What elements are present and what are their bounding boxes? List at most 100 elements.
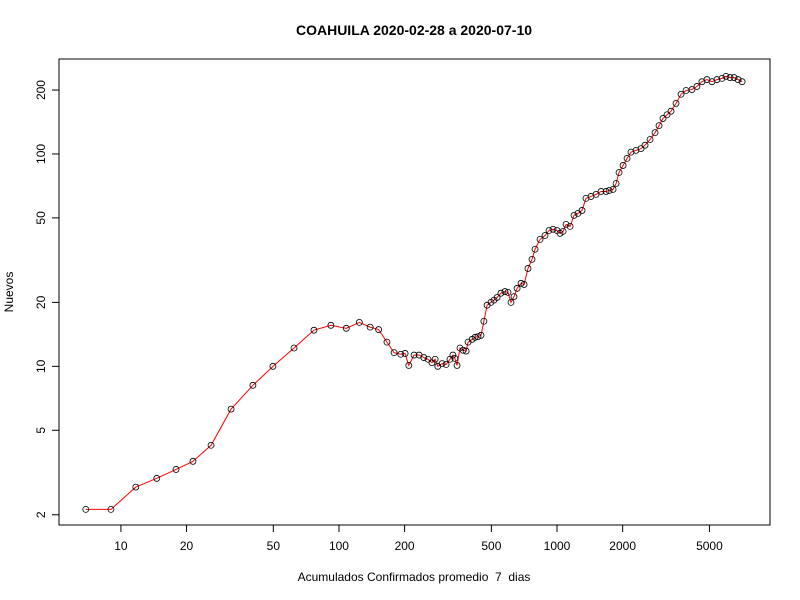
x-tick-label: 20 — [180, 539, 194, 553]
data-point — [269, 362, 277, 370]
data-point — [290, 344, 298, 352]
data-point — [531, 245, 539, 253]
data-point — [517, 279, 525, 287]
data-point — [637, 145, 645, 152]
data-point — [405, 362, 413, 369]
data-point — [355, 319, 363, 326]
data-point — [734, 76, 742, 83]
data-point — [619, 162, 627, 169]
data-point — [541, 232, 549, 239]
data-point — [513, 284, 521, 292]
data-point — [651, 129, 659, 137]
data-point — [549, 225, 557, 233]
data-point — [462, 347, 470, 355]
data-point — [592, 191, 600, 198]
data-point — [401, 350, 409, 357]
data-point — [189, 457, 197, 465]
data-point — [730, 74, 738, 81]
data-point — [672, 100, 680, 107]
data-point — [688, 86, 696, 93]
y-tick-label: 5 — [34, 427, 48, 434]
x-tick-label: 10 — [114, 539, 128, 553]
data-point — [718, 74, 726, 82]
data-point — [449, 351, 457, 359]
data-point — [480, 317, 488, 325]
data-point — [453, 362, 461, 369]
data-point — [738, 78, 746, 86]
data-point — [390, 349, 398, 357]
data-point — [366, 323, 374, 331]
data-point — [82, 505, 90, 513]
data-point — [397, 350, 405, 358]
chart-title: COAHUILA 2020-02-28 a 2020-07-10 — [296, 22, 532, 38]
data-point — [431, 355, 439, 363]
data-point — [493, 294, 501, 301]
data-point — [641, 141, 649, 149]
x-axis-label: Acumulados Confirmados promedio 7 dias — [298, 570, 531, 584]
data-point — [609, 185, 617, 193]
data-point — [459, 346, 467, 354]
data-point — [566, 222, 574, 230]
data-point — [507, 299, 515, 306]
data-point — [375, 326, 383, 333]
data-point — [646, 136, 654, 143]
data-point — [615, 169, 623, 176]
data-point — [510, 293, 518, 300]
data-point — [722, 72, 730, 80]
data-point — [536, 235, 544, 243]
y-axis-label: Nuevos — [2, 272, 16, 313]
x-tick-label: 1000 — [544, 539, 571, 553]
series-line — [85, 75, 743, 510]
data-point — [524, 265, 532, 272]
data-point — [520, 281, 528, 288]
data-point — [627, 148, 635, 156]
data-point — [623, 155, 631, 162]
y-tick-label: 200 — [34, 80, 48, 100]
data-point — [474, 333, 482, 341]
x-tick-label: 5000 — [696, 539, 723, 553]
data-point — [562, 220, 570, 228]
data-point — [659, 115, 667, 122]
data-point — [172, 466, 180, 473]
data-point — [451, 354, 459, 362]
data-point — [438, 360, 446, 368]
data-point — [249, 381, 257, 389]
data-point — [153, 474, 161, 482]
data-point — [207, 441, 215, 449]
data-point — [545, 227, 553, 234]
data-point — [597, 188, 605, 195]
y-tick-label: 100 — [34, 144, 48, 164]
data-point — [713, 76, 721, 83]
data-point — [655, 122, 663, 130]
data-point — [605, 187, 613, 194]
data-point — [497, 289, 505, 297]
data-point — [132, 483, 140, 491]
x-tick-label: 2000 — [609, 539, 636, 553]
x-tick-label: 50 — [267, 539, 281, 553]
data-point — [342, 324, 350, 332]
x-tick-label: 100 — [329, 539, 349, 553]
data-point — [442, 361, 450, 368]
data-point — [667, 107, 675, 115]
data-point — [612, 180, 620, 187]
y-tick-label: 2 — [34, 511, 48, 518]
y-tick-label: 10 — [34, 359, 48, 373]
data-point — [602, 188, 610, 195]
x-tick-label: 200 — [395, 539, 415, 553]
y-tick-label: 20 — [34, 295, 48, 309]
data-point — [663, 111, 671, 119]
data-point — [327, 321, 335, 329]
data-point — [420, 354, 428, 361]
data-point — [570, 211, 578, 219]
x-tick-label: 500 — [481, 539, 501, 553]
data-point — [693, 83, 701, 90]
data-point — [504, 288, 512, 296]
data-point — [107, 505, 115, 513]
data-point — [726, 74, 734, 81]
data-point — [310, 326, 318, 334]
data-point — [227, 405, 235, 413]
data-point — [383, 338, 391, 346]
data-point — [501, 288, 509, 295]
data-point — [410, 351, 418, 359]
